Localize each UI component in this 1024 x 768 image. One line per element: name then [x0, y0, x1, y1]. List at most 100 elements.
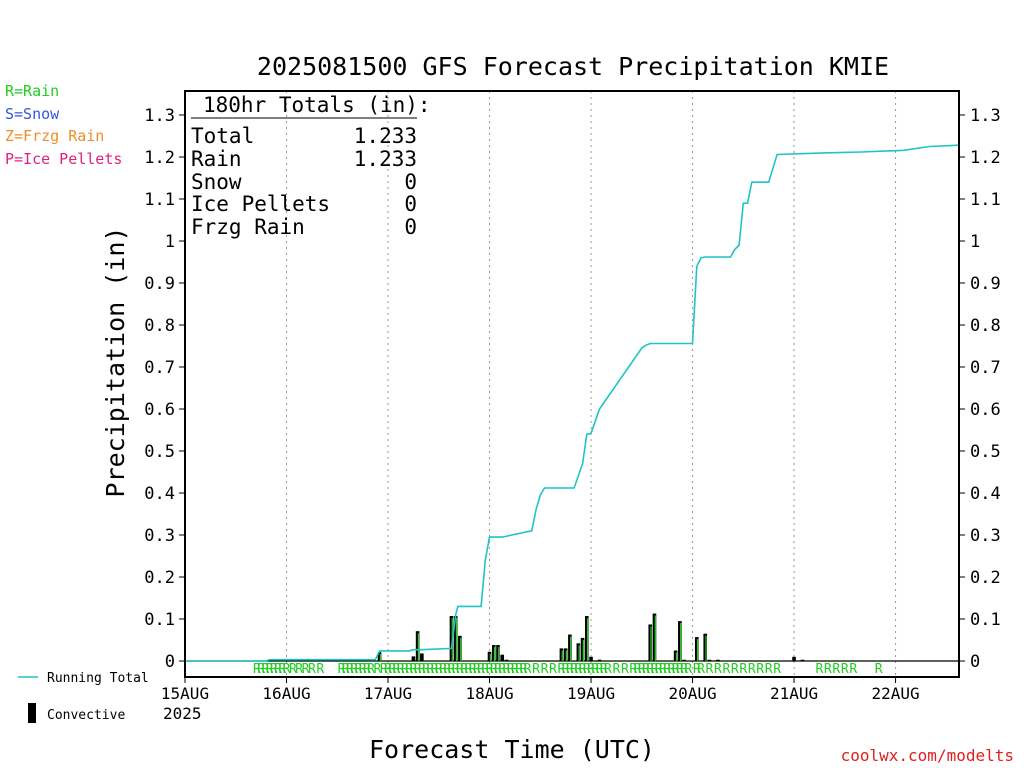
y-tick-label-left: 0.7: [144, 358, 175, 378]
rain-marker: R: [257, 662, 265, 677]
rain-bar: [460, 637, 462, 661]
y-tick-label-right: 0.4: [970, 484, 1001, 504]
rain-marker: R: [519, 662, 527, 677]
rain-marker: R: [722, 662, 730, 677]
rain-marker: R: [498, 662, 506, 677]
rain-marker: R: [638, 662, 646, 677]
rain-marker: R: [507, 662, 515, 677]
rain-bar: [561, 650, 563, 661]
rain-marker: R: [443, 662, 451, 677]
rain-marker: R: [824, 662, 832, 677]
running-total-legend-label: Running Total: [47, 671, 149, 686]
chart-title: 2025081500 GFS Forecast Precipitation KM…: [257, 52, 889, 81]
rain-marker: R: [354, 662, 362, 677]
rain-marker: R: [405, 662, 413, 677]
convective-bar: [415, 631, 420, 661]
convective-bar: [500, 654, 505, 661]
x-tick-label: 17AUG: [364, 684, 412, 703]
rain-bar: [455, 618, 458, 661]
rain-marker: R: [714, 662, 722, 677]
rain-marker: R: [600, 662, 608, 677]
rain-marker: R: [562, 662, 570, 677]
rain-marker: R: [651, 662, 659, 677]
y-axis-left: 0 0.1 0.2 0.3 0.4 0.5 0.6 0.7 0.8 0.9 1 1.1 1.2 1.3: [144, 106, 185, 672]
y-tick-label-right: 0.3: [970, 526, 1001, 546]
x-tick-label: 16AUG: [262, 684, 310, 703]
x-tick-label: 20AUG: [668, 684, 716, 703]
convective-bar: [487, 651, 492, 661]
rain-marker: R: [452, 662, 460, 677]
rain-marker: R: [456, 662, 464, 677]
convective-bar: [682, 659, 686, 661]
rain-marker: R: [612, 662, 620, 677]
rain-marker: R: [435, 662, 443, 677]
y-tick-label-left: 0.3: [144, 526, 175, 546]
rain-bar: [493, 647, 496, 661]
y-tick-label-left: 1.2: [144, 148, 175, 168]
y-tick-label-right: 0.9: [970, 274, 1001, 294]
y-tick-label-right: 0: [970, 652, 980, 672]
y-tick-label-right: 0.8: [970, 316, 1001, 336]
y-tick-label-left: 0.2: [144, 568, 175, 588]
rain-bar: [680, 623, 682, 661]
rain-marker: R: [266, 662, 274, 677]
rain-marker: R: [646, 662, 654, 677]
totals-value-ice-pellets: 0: [404, 192, 417, 216]
y-axis-title: Precipitation (in): [101, 227, 130, 498]
totals-label-frzg-rain: Frzg Rain: [191, 215, 305, 239]
convective-legend-swatch: [28, 703, 36, 723]
rain-marker: R: [524, 662, 532, 677]
rain-marker: R: [634, 662, 642, 677]
totals-label-rain: Rain: [191, 147, 242, 171]
rain-marker: R: [765, 662, 773, 677]
rain-marker: R: [422, 662, 430, 677]
rain-bar: [565, 650, 568, 661]
x-tick-label: 22AUG: [871, 684, 919, 703]
rain-bar: [417, 633, 420, 661]
rain-marker: R: [511, 662, 519, 677]
rain-marker: R: [289, 662, 297, 677]
rain-marker: R: [849, 662, 857, 677]
y-tick-label-right: 0.7: [970, 358, 1001, 378]
rain-marker: R: [278, 662, 286, 677]
legend-ice-pellets: P=Ice Pellets: [5, 150, 122, 168]
rain-marker: R: [680, 662, 688, 677]
rain-marker: R: [596, 662, 604, 677]
rain-bar: [654, 615, 656, 661]
x-tick-label: 18AUG: [465, 684, 513, 703]
x-tick-label: 15AUG: [161, 684, 209, 703]
y-tick-label-left: 1.3: [144, 106, 175, 126]
rain-bar: [675, 652, 678, 661]
y-tick-label-left: 0.8: [144, 316, 175, 336]
y-axis-right: 0 0.1 0.2 0.3 0.4 0.5 0.6 0.7 0.8 0.9 1 1.1 1.2 1.3: [959, 106, 1001, 672]
credit-link[interactable]: coolwx.com/modelts: [841, 746, 1014, 765]
rain-marker: R: [549, 662, 557, 677]
rain-bar: [705, 635, 707, 661]
rain-marker: R: [659, 662, 667, 677]
totals-label-snow: Snow: [191, 170, 242, 194]
convective-bar: [580, 637, 585, 661]
y-tick-label-left: 0.4: [144, 484, 175, 504]
rain-bar: [650, 626, 652, 661]
rain-bar: [696, 639, 699, 661]
convective-bar: [716, 659, 720, 661]
rain-marker: R: [629, 662, 637, 677]
rain-marker: R: [667, 662, 675, 677]
totals-value-total: 1.233: [354, 124, 417, 148]
rain-marker: R: [697, 662, 705, 677]
rain-marker: R: [663, 662, 671, 677]
rain-marker: R: [642, 662, 650, 677]
rain-marker: R: [486, 662, 494, 677]
rain-marker: R: [342, 662, 350, 677]
x-year-label: 2025: [163, 704, 202, 723]
convective-bar: [703, 633, 708, 661]
convective-bar: [678, 621, 682, 661]
rain-marker: R: [367, 662, 375, 677]
x-tick-label: 19AUG: [567, 684, 615, 703]
rain-marker: R: [816, 662, 824, 677]
rain-marker: R: [676, 662, 684, 677]
rain-marker: R: [684, 662, 692, 677]
running-total-line: [185, 144, 960, 662]
